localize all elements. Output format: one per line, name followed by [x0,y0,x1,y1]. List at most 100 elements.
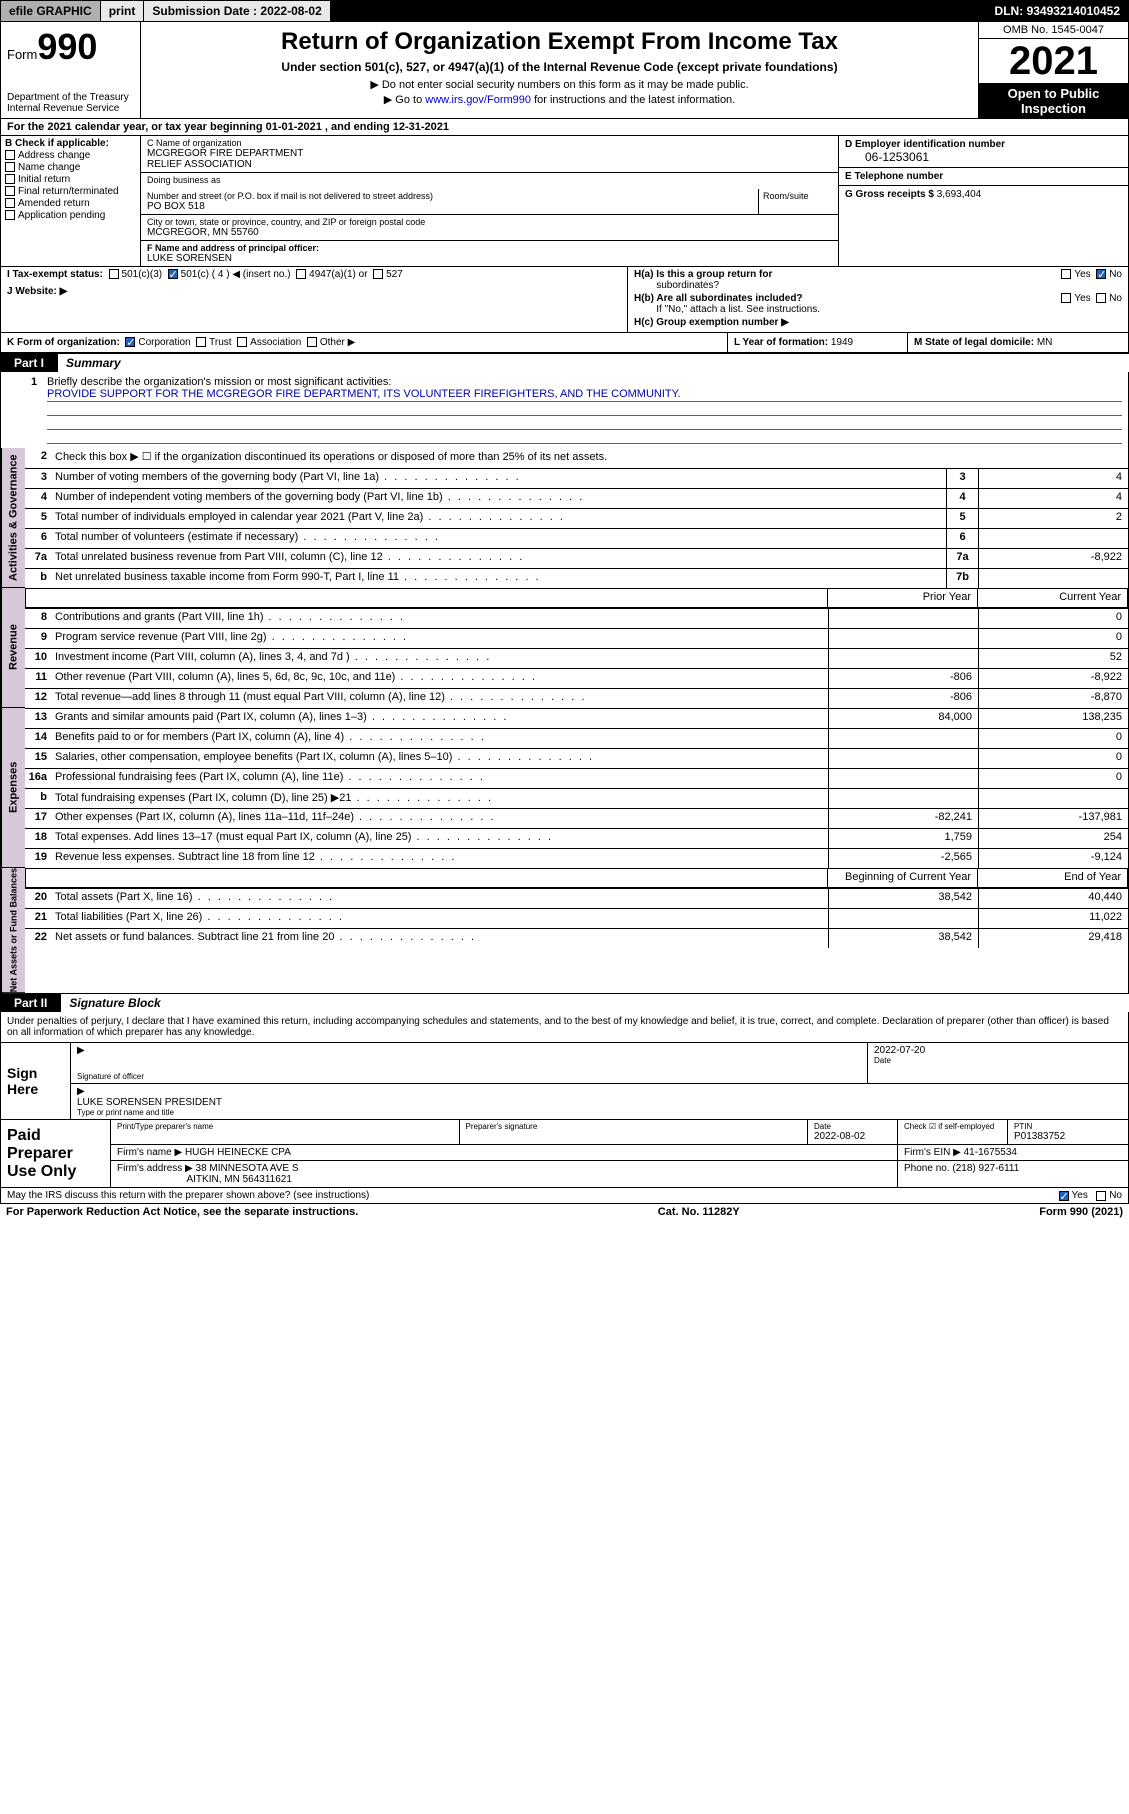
section-klm: K Form of organization: Corporation Trus… [0,333,1129,354]
form-number-cell: Form990 Department of the Treasury Inter… [1,22,141,118]
signature-officer-cell[interactable]: Signature of officer [71,1043,868,1083]
section-b: B Check if applicable: Address change Na… [1,136,141,266]
irs-label: Internal Revenue Service [7,103,134,114]
open-inspection: Open to Public Inspection [979,84,1128,118]
line-9: 9Program service revenue (Part VIII, lin… [25,628,1128,648]
grid-expenses: Expenses 13Grants and similar amounts pa… [1,708,1128,868]
form-right-cell: OMB No. 1545-0047 2021 Open to Public In… [978,22,1128,118]
section-j: J Website: ▶ [7,286,621,297]
line-12: 12Total revenue—add lines 8 through 11 (… [25,688,1128,708]
sidebar-revenue: Revenue [1,588,25,708]
chk-address-change[interactable]: Address change [5,150,136,161]
chk-initial-return[interactable]: Initial return [5,174,136,185]
form-title-cell: Return of Organization Exempt From Incom… [141,22,978,118]
chk-amended-return[interactable]: Amended return [5,198,136,209]
part-1-line-1: 1 Briefly describe the organization's mi… [1,372,1128,448]
chk-trust[interactable] [196,337,206,347]
line-2: Check this box ▶ ☐ if the organization d… [51,448,1128,468]
firm-ein-cell: Firm's EIN ▶ 41-1675534 [898,1145,1128,1160]
signature-date-cell: 2022-07-20 Date [868,1043,1128,1083]
chk-discuss-yes[interactable] [1059,1191,1069,1201]
line-8: 8Contributions and grants (Part VIII, li… [25,608,1128,628]
grid-revenue: Revenue Prior Year Current Year 8Contrib… [1,588,1128,708]
officer-name-cell: LUKE SORENSEN PRESIDENT Type or print na… [71,1084,1128,1119]
chk-name-change[interactable]: Name change [5,162,136,173]
part-1-body: 1 Briefly describe the organization's mi… [0,372,1129,994]
preparer-date-cell: Date2022-08-02 [808,1120,898,1144]
form-page-label: Form 990 (2021) [1039,1206,1123,1218]
dln-cell: DLN: 93493214010452 [987,1,1128,21]
line-7a: 7aTotal unrelated business revenue from … [25,548,1128,568]
form-note-2: ▶ Go to www.irs.gov/Form990 for instruct… [149,93,970,106]
chk-corporation[interactable] [125,337,135,347]
line-11: 11Other revenue (Part VIII, column (A), … [25,668,1128,688]
print-button[interactable]: print [101,1,145,21]
chk-hb-no[interactable] [1096,293,1106,303]
mission-text: PROVIDE SUPPORT FOR THE MCGREGOR FIRE DE… [47,388,1122,402]
form-number: 990 [37,26,97,67]
section-hb: H(b) Are all subordinates included? Yes … [634,293,1122,315]
section-i: I Tax-exempt status: 501(c)(3) 501(c) ( … [7,269,621,280]
preparer-sig-cell[interactable]: Preparer's signature [460,1120,809,1144]
org-name-cell: C Name of organization MCGREGOR FIRE DEP… [141,136,838,189]
line-b: bTotal fundraising expenses (Part IX, co… [25,788,1128,808]
line-14: 14Benefits paid to or for members (Part … [25,728,1128,748]
chk-association[interactable] [237,337,247,347]
chk-ha-no[interactable] [1096,269,1106,279]
line-19: 19Revenue less expenses. Subtract line 1… [25,848,1128,868]
section-k: K Form of organization: Corporation Trus… [1,333,728,352]
chk-4947a1[interactable] [296,269,306,279]
net-assets-header-row: Beginning of Current Year End of Year [25,868,1128,888]
line-18: 18Total expenses. Add lines 13–17 (must … [25,828,1128,848]
chk-ha-yes[interactable] [1061,269,1071,279]
section-hc: H(c) Group exemption number ▶ [634,317,1122,328]
form-note-1: ▶ Do not enter social security numbers o… [149,78,970,91]
part-1-header: Part I Summary [0,354,1129,372]
line-5: 5Total number of individuals employed in… [25,508,1128,528]
sidebar-expenses: Expenses [1,708,25,868]
entity-block: B Check if applicable: Address change Na… [0,136,1129,267]
chk-hb-yes[interactable] [1061,293,1071,303]
sidebar-activities: Activities & Governance [1,448,25,588]
paid-preparer-label: Paid Preparer Use Only [1,1120,111,1187]
efile-label: efile GRAPHIC [1,1,101,21]
line-b: bNet unrelated business taxable income f… [25,568,1128,588]
part-2-body: Under penalties of perjury, I declare th… [0,1012,1129,1120]
chk-final-return[interactable]: Final return/terminated [5,186,136,197]
firm-phone-cell: Phone no. (218) 927-6111 [898,1161,1128,1187]
chk-application-pending[interactable]: Application pending [5,210,136,221]
form990-link[interactable]: www.irs.gov/Form990 [425,94,531,106]
line-4: 4Number of independent voting members of… [25,488,1128,508]
chk-discuss-no[interactable] [1096,1191,1106,1201]
sign-here-row: Sign Here Signature of officer 2022-07-2… [1,1043,1128,1119]
row-a: For the 2021 calendar year, or tax year … [0,119,1129,136]
form-title: Return of Organization Exempt From Incom… [149,28,970,56]
section-e: E Telephone number [839,168,1128,186]
section-f: F Name and address of principal officer:… [141,241,838,266]
tax-year: 2021 [979,39,1128,84]
chk-501c[interactable] [168,269,178,279]
cat-no: Cat. No. 11282Y [658,1206,740,1218]
revenue-header-row: Prior Year Current Year [25,588,1128,608]
declaration-text: Under penalties of perjury, I declare th… [1,1012,1128,1043]
entity-right: D Employer identification number 06-1253… [838,136,1128,266]
address-cell: Number and street (or P.O. box if mail i… [141,189,758,214]
line-3: 3Number of voting members of the governi… [25,468,1128,488]
section-d: D Employer identification number 06-1253… [839,136,1128,168]
section-m: M State of legal domicile: MN [908,333,1128,352]
line-15: 15Salaries, other compensation, employee… [25,748,1128,768]
chk-other[interactable] [307,337,317,347]
sign-here-label: Sign Here [1,1043,71,1119]
chk-501c3[interactable] [109,269,119,279]
chk-527[interactable] [373,269,383,279]
line-16a: 16aProfessional fundraising fees (Part I… [25,768,1128,788]
preparer-check-cell[interactable]: Check ☑ if self-employed [898,1120,1008,1144]
submission-date-cell: Submission Date : 2022-08-02 [144,1,330,21]
form-word: Form [7,47,37,62]
topbar-spacer [331,1,987,21]
page-footer: For Paperwork Reduction Act Notice, see … [0,1204,1129,1220]
line-13: 13Grants and similar amounts paid (Part … [25,708,1128,728]
section-l: L Year of formation: 1949 [728,333,908,352]
dept-label: Department of the Treasury [7,92,134,103]
line-21: 21Total liabilities (Part X, line 26)11,… [25,908,1128,928]
